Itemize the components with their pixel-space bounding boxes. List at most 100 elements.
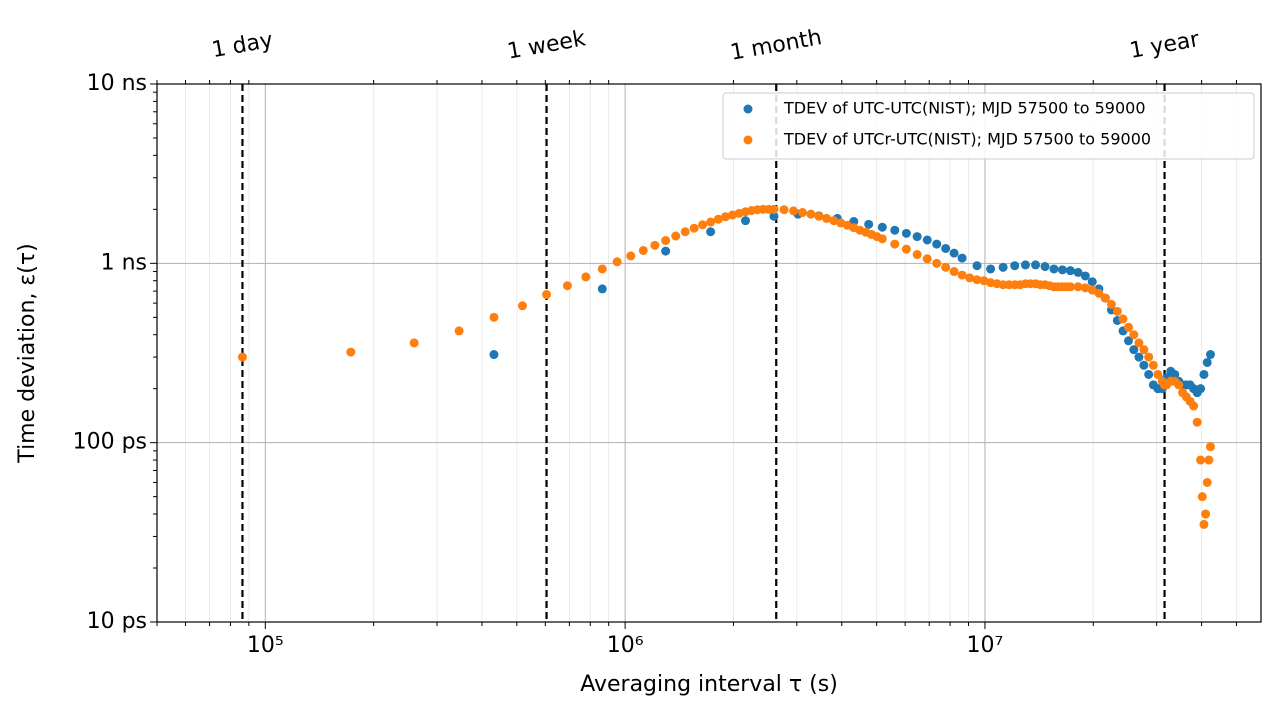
data-point: [769, 211, 779, 221]
data-point: [1196, 384, 1206, 394]
legend-marker: [743, 104, 753, 114]
y-tick-label: 10 ps: [87, 609, 147, 634]
data-point: [814, 211, 824, 221]
data-point: [890, 239, 900, 249]
data-point: [877, 222, 887, 232]
data-point: [1129, 345, 1139, 355]
data-point: [1065, 282, 1075, 292]
data-point: [1129, 330, 1139, 340]
data-point: [1199, 369, 1209, 379]
data-point: [409, 338, 419, 348]
data-point: [932, 258, 942, 268]
data-point: [1040, 262, 1050, 272]
data-point: [489, 312, 499, 322]
data-point: [829, 216, 839, 226]
y-axis-label: Time deviation, ε(τ): [15, 243, 40, 463]
data-point: [1204, 455, 1214, 465]
x-tick-label: 10⁶: [607, 633, 644, 658]
y-tick-label: 1 ns: [101, 250, 147, 275]
data-point: [1100, 293, 1110, 303]
data-point: [806, 209, 816, 219]
data-point: [789, 206, 799, 216]
data-point: [1174, 380, 1184, 390]
data-point: [922, 235, 932, 245]
data-point: [1134, 352, 1144, 362]
data-point: [1073, 267, 1083, 277]
legend-label: TDEV of UTCr-UTC(NIST); MJD 57500 to 590…: [783, 130, 1151, 149]
data-point: [941, 243, 951, 253]
data-point: [1049, 264, 1059, 274]
data-point: [638, 245, 648, 255]
data-point: [740, 216, 750, 226]
y-tick-label: 10 ns: [87, 71, 147, 96]
data-point: [1065, 266, 1075, 276]
data-point: [1118, 314, 1128, 324]
reference-label: 1 year: [1128, 27, 1202, 64]
data-point: [972, 261, 982, 271]
data-point: [965, 273, 975, 283]
data-point: [680, 227, 690, 237]
data-point: [1080, 271, 1090, 281]
data-point: [779, 205, 789, 215]
data-point: [713, 214, 723, 224]
legend-box: [722, 92, 1255, 160]
data-point: [932, 239, 942, 249]
data-point: [1020, 260, 1030, 270]
data-point: [237, 352, 247, 362]
data-point: [1202, 477, 1212, 487]
data-point: [626, 251, 636, 261]
reference-label: 1 month: [728, 25, 823, 66]
data-point: [1201, 509, 1211, 519]
data-point: [1196, 455, 1206, 465]
data-point: [797, 208, 807, 218]
data-point: [698, 220, 708, 230]
data-point: [1199, 519, 1209, 529]
data-point: [986, 264, 996, 274]
data-point: [1144, 352, 1154, 362]
data-point: [1197, 492, 1207, 502]
data-point: [661, 246, 671, 256]
data-point: [1057, 265, 1067, 275]
data-point: [661, 236, 671, 246]
legend-label: TDEV of UTC-UTC(NIST); MJD 57500 to 5900…: [783, 99, 1146, 118]
x-tick-label: 10⁷: [967, 633, 1004, 658]
plot-frame: [156, 83, 1262, 623]
data-point: [922, 254, 932, 264]
data-point: [941, 262, 951, 272]
data-point: [1148, 360, 1158, 370]
data-point: [1205, 442, 1215, 452]
reference-label: 1 day: [210, 28, 275, 63]
data-point: [1134, 338, 1144, 348]
data-point: [1080, 283, 1090, 293]
data-point: [597, 264, 607, 274]
data-point: [1205, 350, 1215, 360]
data-point: [1192, 417, 1202, 427]
data-point: [949, 248, 959, 258]
data-point: [689, 223, 699, 233]
data-point: [822, 213, 832, 223]
data-point: [957, 270, 967, 280]
data-point: [1170, 369, 1180, 379]
x-axis-label: Averaging interval τ (s): [580, 672, 838, 697]
legend-marker: [743, 135, 753, 145]
x-tick-label: 10⁵: [247, 633, 284, 658]
data-point: [1087, 277, 1097, 287]
data-point: [562, 281, 572, 291]
data-point: [957, 253, 967, 263]
data-point: [1106, 299, 1116, 309]
data-point: [581, 272, 591, 282]
data-point: [706, 227, 716, 237]
data-point: [1123, 322, 1133, 332]
data-point: [949, 267, 959, 277]
data-point: [998, 262, 1008, 272]
data-point: [1139, 360, 1149, 370]
data-point: [346, 347, 356, 357]
data-point: [1202, 357, 1212, 367]
data-point: [597, 284, 607, 294]
data-point: [890, 225, 900, 235]
data-point: [1087, 285, 1097, 295]
data-point: [877, 234, 887, 244]
data-point: [671, 231, 681, 241]
reference-label: 1 week: [506, 26, 588, 64]
